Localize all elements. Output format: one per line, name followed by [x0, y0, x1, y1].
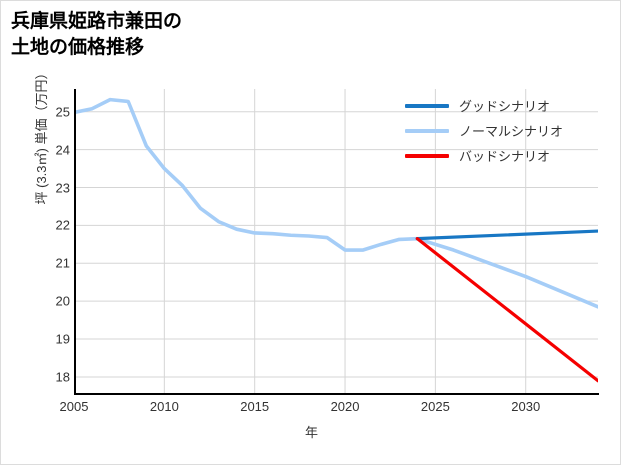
- y-tick-label: 24: [55, 142, 70, 158]
- legend-swatch-normal-scenario: [405, 128, 449, 133]
- series-line-bad: [415, 237, 598, 383]
- legend-label-bad-scenario: バッドシナリオ: [459, 149, 551, 164]
- legend-swatch-bad-scenario: [405, 153, 449, 158]
- x-axis-label: 年: [304, 425, 318, 440]
- legend-label-good-scenario: グッドシナリオ: [459, 99, 551, 114]
- x-axis-line: [74, 393, 599, 395]
- y-axis-label: 坪 (3.3㎡) 単価（万円）: [34, 66, 49, 205]
- y-tick-label: 20: [55, 293, 70, 309]
- series-line-good: [415, 229, 598, 241]
- legend-item-good-scenario[interactable]: グッドシナリオ: [405, 93, 615, 118]
- x-tick-label: 2010: [149, 399, 179, 414]
- series-lines: [74, 97, 598, 383]
- plot-svg: [74, 89, 598, 394]
- x-tick-label: 2005: [59, 399, 89, 414]
- y-tick-label: 22: [55, 217, 70, 233]
- y-tick-label: 19: [55, 331, 70, 347]
- y-tick-label: 23: [55, 180, 70, 195]
- y-axis-tick-labels: 25 24 23 22 21 20 19 18: [36, 1, 70, 464]
- x-tick-label: 2020: [330, 399, 360, 414]
- y-tick-label: 21: [55, 255, 70, 271]
- x-tick-label: 2030: [511, 399, 541, 414]
- legend-label-normal-scenario: ノーマルシナリオ: [459, 124, 564, 139]
- chart-title: 兵庫県姫路市兼田の 土地の価格推移: [11, 11, 183, 58]
- y-axis-line: [74, 89, 76, 395]
- legend-swatch-good-scenario: [405, 103, 449, 108]
- legend-item-normal-scenario[interactable]: ノーマルシナリオ: [405, 118, 615, 143]
- x-tick-label: 2015: [240, 399, 270, 414]
- y-tick-label: 18: [55, 369, 70, 385]
- grid-lines: [74, 89, 598, 394]
- legend-item-bad-scenario[interactable]: バッドシナリオ: [405, 143, 615, 168]
- plot-area: [74, 89, 598, 394]
- chart-legend: グッドシナリオ ノーマルシナリオ バッドシナリオ: [405, 93, 615, 168]
- x-tick-label: 2025: [420, 399, 450, 414]
- series-line-normal: [74, 97, 598, 309]
- y-tick-label: 25: [55, 104, 70, 120]
